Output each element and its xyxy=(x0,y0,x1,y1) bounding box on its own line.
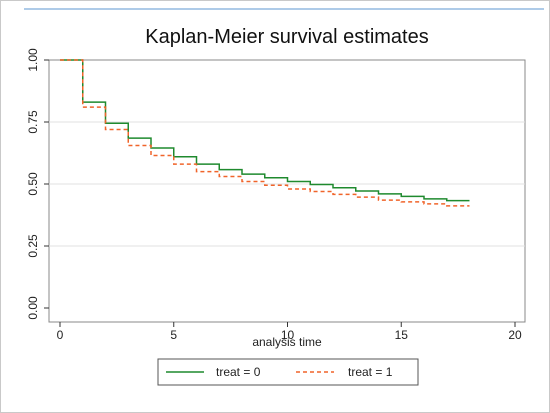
x-tick-label-2: 10 xyxy=(281,328,295,342)
y-tick-label-4: 1.00 xyxy=(26,48,40,72)
x-axis-label: analysis time xyxy=(252,335,322,349)
gridlines xyxy=(49,121,525,247)
y-tick-label-1: 0.25 xyxy=(26,234,40,258)
x-axis-ticks: 0 5 10 15 20 xyxy=(57,322,522,342)
y-tick-label-3: 0.75 xyxy=(26,110,40,134)
x-tick-label-4: 20 xyxy=(508,328,522,342)
x-tick-label-0: 0 xyxy=(57,328,64,342)
x-tick-label-3: 15 xyxy=(395,328,409,342)
chart-title: Kaplan-Meier survival estimates xyxy=(145,26,428,48)
top-border-line xyxy=(24,8,544,10)
plot-area xyxy=(48,59,526,323)
y-tick-label-2: 0.50 xyxy=(26,172,40,196)
y-tick-label-0: 0.00 xyxy=(26,296,40,320)
legend: treat = 0 treat = 1 xyxy=(166,365,393,379)
y-axis-ticks: 0.00 0.25 0.50 0.75 1.00 xyxy=(26,48,49,320)
legend-label-1: treat = 1 xyxy=(348,365,393,379)
legend-label-0: treat = 0 xyxy=(216,365,261,379)
series-layer xyxy=(60,59,470,207)
x-tick-label-1: 5 xyxy=(170,328,177,342)
